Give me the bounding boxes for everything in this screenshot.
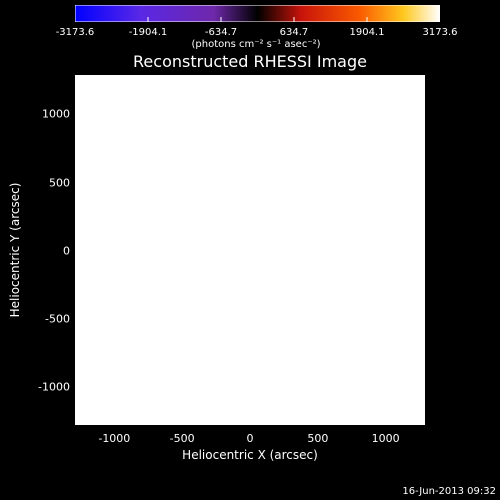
annotation-flare-position: Flare Position = [-621,146] xyxy=(252,397,387,408)
y-tick-label: -1000 xyxy=(38,380,70,394)
colorbar-tick-label: -3173.6 xyxy=(55,27,95,38)
annotation-method: Back Projection xyxy=(95,123,172,134)
y-axis-label: Heliocentric Y (arcsec) xyxy=(8,182,22,318)
colorbar-tick-label: 3173.6 xyxy=(422,27,458,38)
y-tick-label: 0 xyxy=(63,244,70,258)
y-tick-label: 1000 xyxy=(42,107,70,121)
annotation-time: 23-Oct-2004 02:37:08.000 to 02:39:16.000 xyxy=(95,87,312,98)
plot-overlay xyxy=(75,75,425,425)
y-tick-label: -500 xyxy=(45,312,70,326)
annotation-spin-axis: Spin Axis = [241,-200] xyxy=(95,397,209,408)
colorbar-tick-label: 634.7 xyxy=(279,27,309,38)
x-tick-label: 1000 xyxy=(371,432,400,445)
solar-limb-circle xyxy=(118,118,382,383)
colorbar-tick-label: -634.7 xyxy=(204,27,238,38)
chart-title: Reconstructed RHESSI Image xyxy=(133,52,367,71)
footer-timestamp: 16-Jun-2013 09:32 xyxy=(402,486,496,497)
x-tick-label: 500 xyxy=(307,432,329,445)
annotation-detectors: Detectors: 7F 8F 9F, Att 0 xyxy=(95,99,224,110)
x-tick-label: 0 xyxy=(246,432,254,445)
colorbar-gradient xyxy=(75,5,440,22)
x-tick-label: -1000 xyxy=(98,432,131,445)
colorbar-units: (photons cm⁻² s⁻¹ asec⁻²) xyxy=(191,39,321,50)
x-tick-label: -500 xyxy=(169,432,195,445)
colorbar-tick-label: -1904.1 xyxy=(128,27,168,38)
x-axis-label: Heliocentric X (arcsec) xyxy=(182,448,318,462)
colorbar xyxy=(75,5,440,22)
annotation-counts: Total counts: 7.36E+03 xyxy=(198,123,315,134)
y-tick-label: 500 xyxy=(49,176,70,190)
colorbar-tick-label: 1904.1 xyxy=(349,27,385,38)
heatmap-image xyxy=(75,75,425,425)
annotation-energy: Energy Range: 6.0 - 25.0 keV xyxy=(95,111,242,122)
